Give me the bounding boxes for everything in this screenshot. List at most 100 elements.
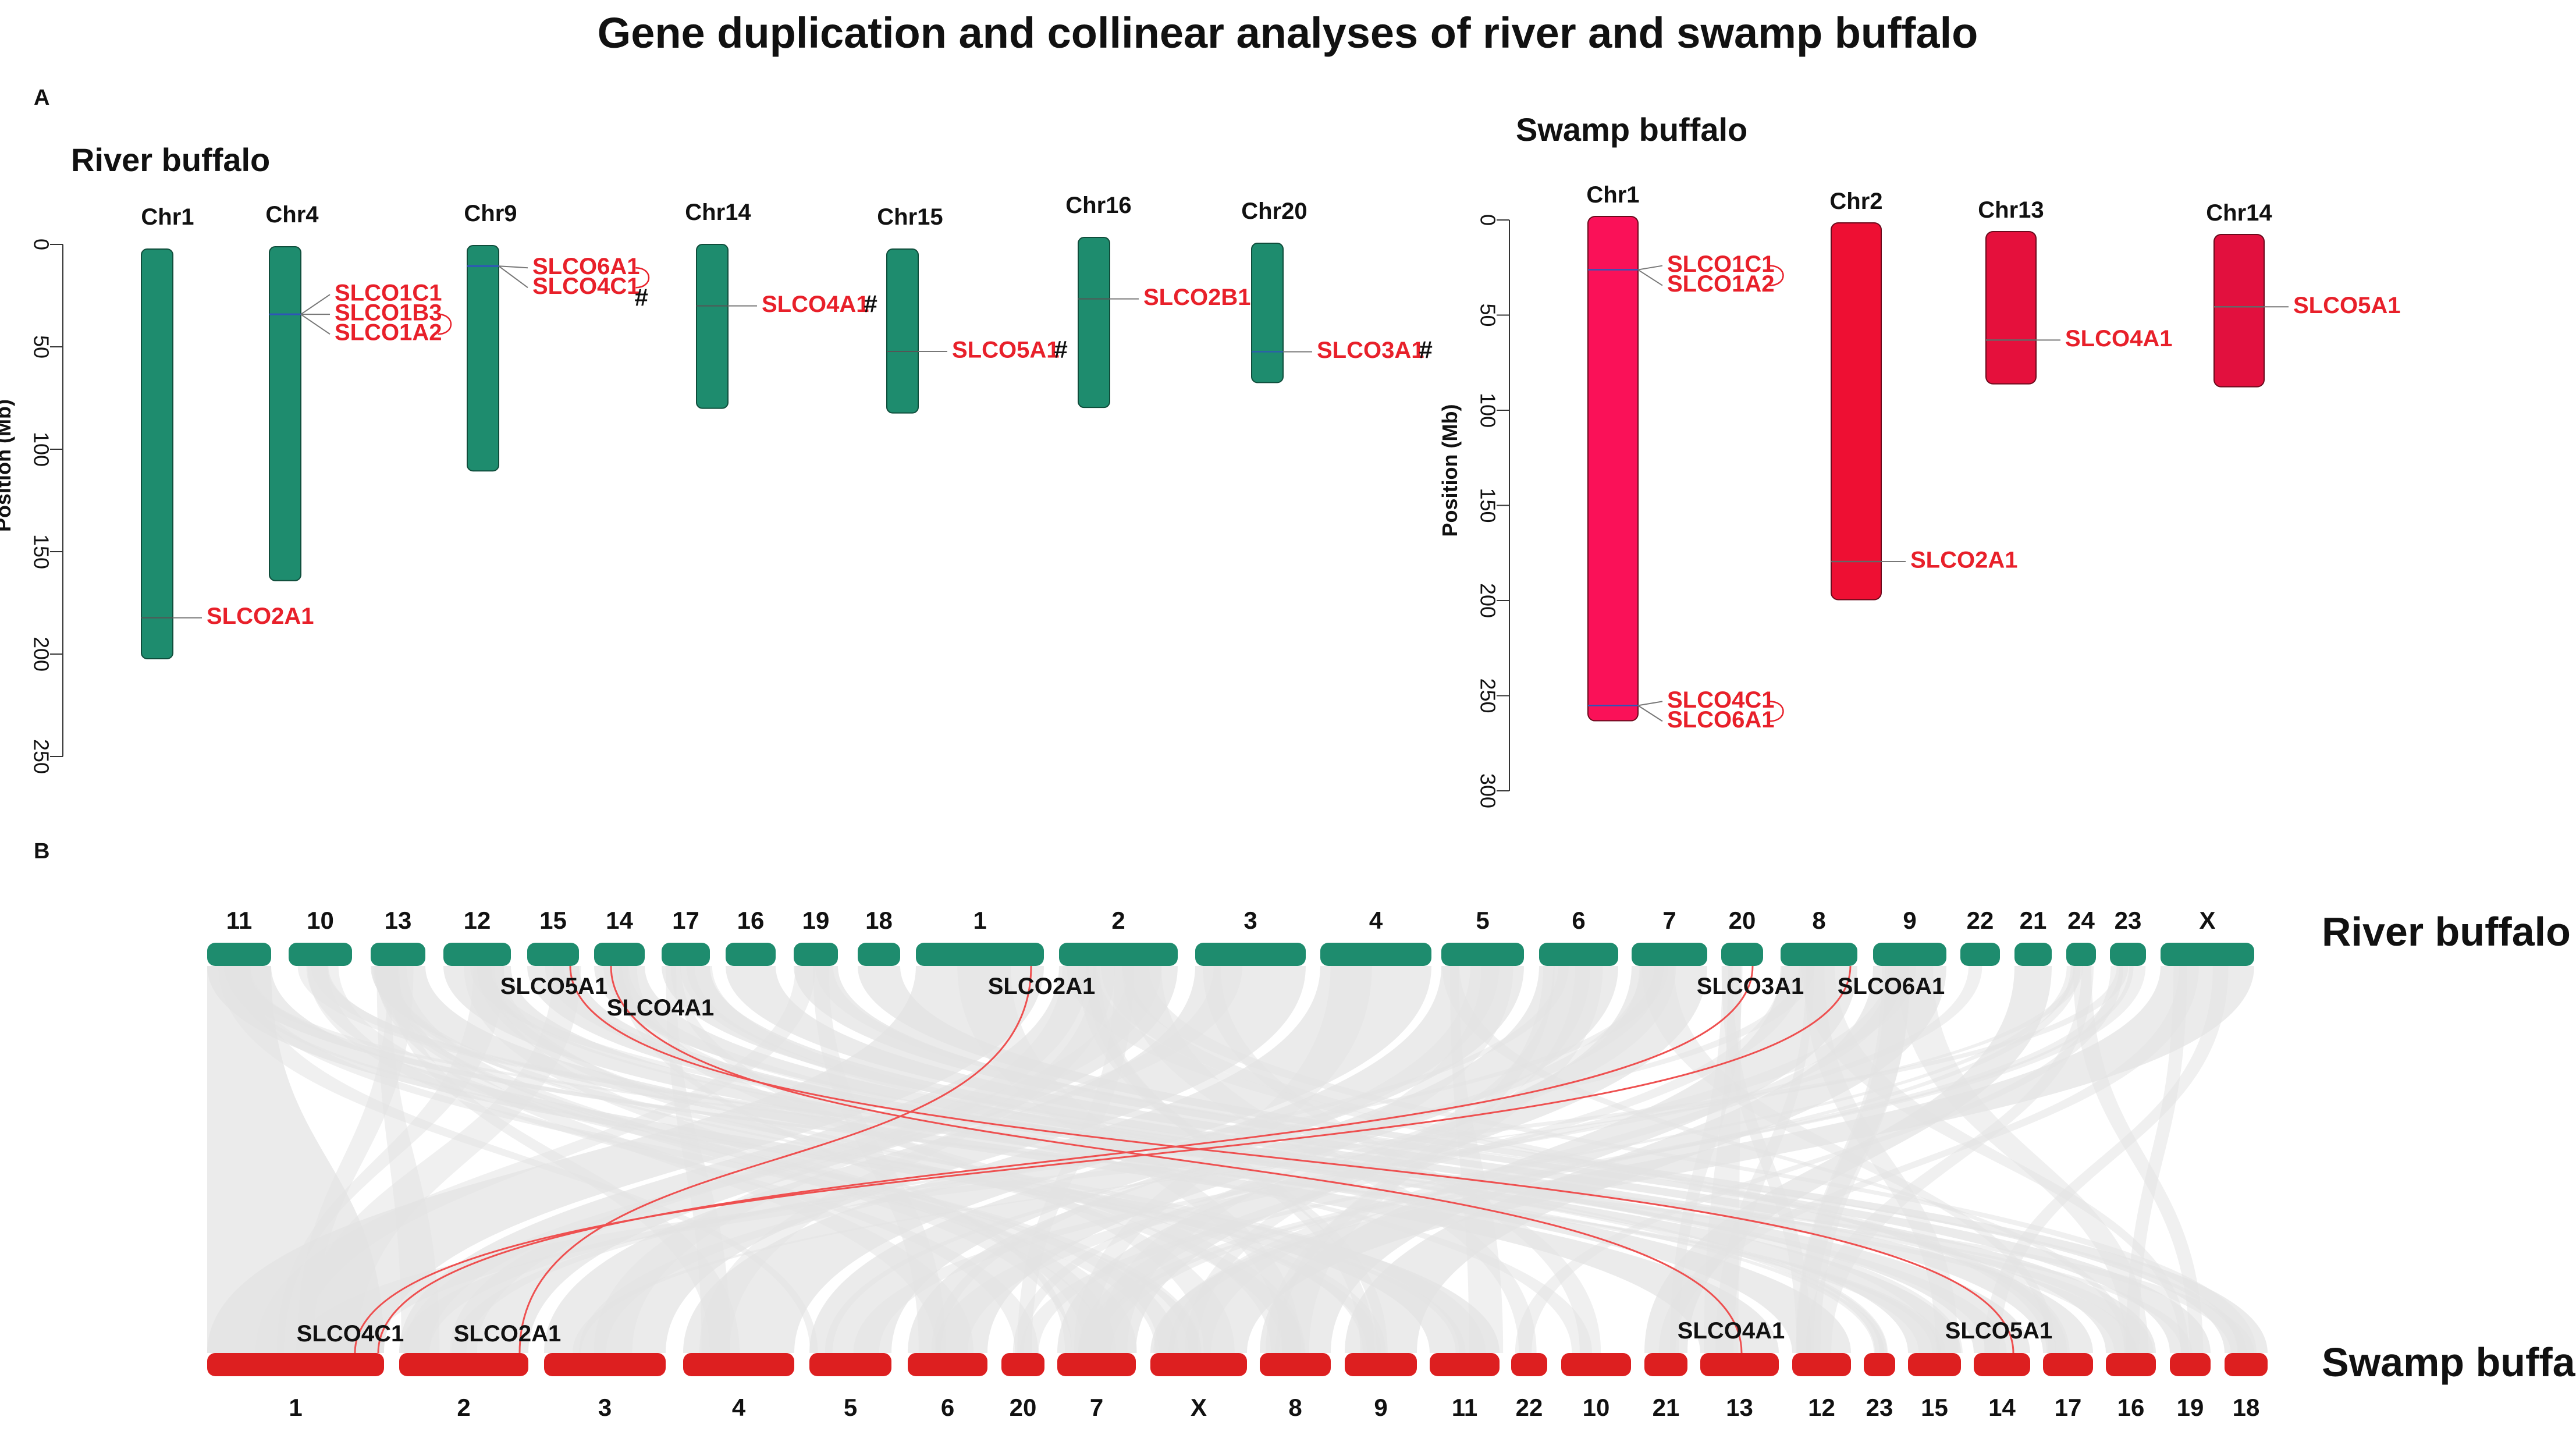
river-b-chr-label: 15 (539, 907, 567, 934)
swamp-b-chr-label: 7 (1090, 1394, 1103, 1421)
river-b-chr-label: 22 (1967, 907, 1994, 934)
swamp-chromosome-track: 1 2 3 4 5 6 20 7 X 8 9 11 22 10 21 13 12 23 15 14 17 16 19 18 (207, 1353, 2268, 1421)
river-chr-label: Chr9 (464, 201, 517, 226)
synteny-block (1150, 966, 2254, 1353)
river-b-chr-7: 7 (1632, 907, 1707, 966)
river-axis-tick-label: 200 (29, 637, 53, 672)
river-b-chr-14: 14 (594, 907, 645, 966)
swamp-axis-tick-label: 250 (1476, 678, 1500, 713)
synteny-block (527, 966, 1961, 1353)
synteny-block (295, 966, 2129, 1353)
collinear-link (610, 965, 1743, 1354)
swamp-b-chr-bar (1561, 1353, 1631, 1376)
synteny-background (207, 966, 2268, 1353)
river-b-chr-label: 11 (226, 907, 252, 934)
river-b-chr-24: 24 (2066, 907, 2096, 966)
swamp-chr-label: Chr1 (1586, 182, 1639, 208)
river-axis-tick-label: 150 (29, 534, 53, 569)
river-chr-label: Chr1 (141, 204, 194, 230)
swamp-gene-connector (1637, 265, 1663, 271)
river-b-gene-label-slco6a1: SLCO6A1 (1838, 974, 1945, 999)
swamp-b-chr-11: 11 (1430, 1353, 1500, 1421)
river-b-chr-bar (726, 943, 776, 966)
swamp-b-chr-17: 17 (2043, 1353, 2093, 1421)
river-axis-tick-label: 250 (29, 739, 53, 774)
swamp-b-chr-20: 20 (1001, 1353, 1044, 1421)
swamp-axis-tick-label: 0 (1476, 214, 1500, 226)
swamp-b-chr-label: 16 (2117, 1394, 2145, 1421)
river-tandem-arc (635, 267, 650, 289)
river-b-chr-1: 1 (916, 907, 1044, 966)
swamp-axis-tick-label: 200 (1476, 583, 1500, 618)
river-b-chr-label: 19 (802, 907, 830, 934)
river-chr-label: Chr4 (265, 202, 319, 228)
river-b-chr-bar (289, 943, 352, 966)
swamp-b-chr-bar (1644, 1353, 1687, 1376)
river-gene-hash-mark: # (635, 283, 648, 311)
synteny-block (1984, 966, 2229, 1353)
river-b-chr-label: 12 (464, 907, 491, 934)
swamp-b-chr-18: 18 (2225, 1353, 2268, 1421)
river-chr-chr15: Chr15 SLCO5A1# (877, 204, 1068, 414)
swamp-b-chr-label: 6 (941, 1394, 954, 1421)
river-b-chr-label: 23 (2115, 907, 2142, 934)
river-b-chr-label: 8 (1812, 907, 1825, 934)
swamp-axis-tick-label: 50 (1476, 303, 1500, 326)
swamp-tandem-arc (1769, 701, 1784, 722)
river-chr-label: Chr15 (877, 204, 943, 230)
swamp-b-chr-bar (1700, 1353, 1779, 1376)
synteny-block (1345, 966, 1946, 1353)
river-b-chr-bar (2110, 943, 2146, 966)
swamp-axis-tick-label: 150 (1476, 488, 1500, 523)
river-b-chr-bar (1781, 943, 1857, 966)
synteny-block (1801, 966, 2189, 1353)
river-buffalo-track-label: River buffalo (2322, 909, 2571, 954)
swamp-chr-chr14: Chr14 SLCO5A1 (2206, 200, 2401, 388)
river-b-chr-4: 4 (1320, 907, 1431, 966)
river-chr-chr16: Chr16 SLCO2B1 (1065, 193, 1251, 409)
synteny-block (1897, 966, 2149, 1353)
river-b-chr-bar (2161, 943, 2254, 966)
synteny-block (1658, 966, 2199, 1353)
swamp-b-chr-label: 12 (1808, 1394, 1835, 1421)
swamp-b-chr-1: 1 (207, 1353, 384, 1421)
swamp-b-chr-label: 10 (1583, 1394, 1610, 1421)
swamp-b-chr-label: 18 (2233, 1394, 2260, 1421)
swamp-b-chr-bar (1908, 1353, 1961, 1376)
river-gene-label-slco1b3: SLCO1B3 (335, 300, 442, 326)
swamp-b-chr-label: 14 (1988, 1394, 2016, 1421)
collinear-link (377, 965, 1754, 1354)
synteny-block (544, 966, 1306, 1353)
swamp-tandem-arc (1769, 265, 1784, 286)
river-gene-label-slco1c1: SLCO1C1 (335, 280, 442, 306)
synteny-block (255, 966, 816, 1353)
river-b-chr-16: 16 (726, 907, 776, 966)
swamp-b-gene-label-slco5a1: SLCO5A1 (1945, 1318, 2053, 1344)
synteny-block (443, 966, 1851, 1353)
river-b-chr-bar (1059, 943, 1178, 966)
swamp-chr-bar (1985, 231, 2037, 385)
swamp-b-chr-12: 12 (1792, 1353, 1851, 1421)
river-b-chr-15: 15 (527, 907, 579, 966)
synteny-block (726, 966, 2156, 1353)
swamp-gene-label-slco6a1: SLCO6A1 (1667, 707, 1775, 733)
swamp-b-chr-label: 20 (1010, 1394, 1037, 1421)
swamp-chr-chr2: Chr2 SLCO2A1 (1829, 189, 2018, 601)
swamp-b-chr-label: 23 (1866, 1394, 1893, 1421)
panel-b-label: B (34, 839, 49, 864)
swamp-buffalo-track-label: Swamp buffalo (2322, 1340, 2576, 1385)
swamp-b-chr-label: 9 (1374, 1394, 1387, 1421)
river-b-chr-bar (1539, 943, 1618, 966)
swamp-b-chr-23: 23 (1864, 1353, 1895, 1421)
river-b-chr-label: 2 (1111, 907, 1125, 934)
river-gene-label-slco3a1: SLCO3A1 (1317, 338, 1424, 363)
river-b-chr-bar (371, 943, 425, 966)
river-gene-label-slco5a1: SLCO5A1 (952, 338, 1060, 363)
swamp-b-chr-label: 1 (289, 1394, 302, 1421)
synteny-block (276, 966, 504, 1353)
river-gene-label-slco1a2: SLCO1A2 (335, 320, 442, 346)
river-b-chr-bar (443, 943, 511, 966)
river-b-chr-bar (1320, 943, 1431, 966)
